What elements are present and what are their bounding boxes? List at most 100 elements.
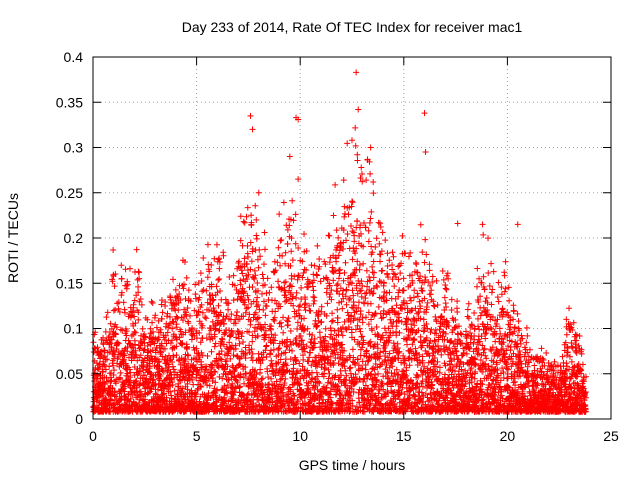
data-point (287, 282, 294, 289)
data-point (120, 299, 127, 306)
data-point (145, 389, 152, 396)
data-point (240, 218, 247, 225)
data-point (300, 327, 307, 334)
data-point (431, 337, 438, 344)
data-point (370, 190, 377, 197)
data-point (225, 306, 232, 313)
data-point (384, 250, 391, 257)
data-point (197, 339, 204, 346)
data-point (196, 294, 203, 301)
data-point (276, 211, 283, 218)
data-point (283, 368, 290, 375)
data-point (282, 278, 289, 285)
data-point (200, 287, 207, 294)
data-point (293, 335, 300, 342)
data-point (433, 277, 440, 284)
data-point (391, 283, 398, 290)
data-point (211, 368, 218, 375)
data-point (311, 297, 318, 304)
data-point (273, 378, 280, 385)
data-point (118, 275, 125, 282)
data-point (238, 353, 245, 360)
data-point (136, 368, 143, 375)
data-point (278, 236, 285, 243)
data-point (104, 356, 111, 363)
data-point (169, 318, 176, 325)
data-point (185, 352, 192, 359)
data-point (335, 267, 342, 274)
data-point (414, 290, 421, 297)
data-point (305, 284, 312, 291)
data-point (257, 366, 264, 373)
data-point (429, 273, 436, 280)
data-point (288, 396, 295, 403)
data-point (292, 240, 299, 247)
data-point (231, 389, 238, 396)
data-point (192, 281, 199, 288)
data-point (121, 309, 128, 316)
data-point (259, 375, 266, 382)
data-point (110, 307, 117, 314)
scatter-series (90, 69, 590, 415)
data-point (282, 249, 289, 256)
data-point (245, 253, 252, 260)
data-point (182, 329, 189, 336)
data-point (263, 353, 270, 360)
data-point (296, 381, 303, 388)
data-point (255, 301, 262, 308)
data-point (244, 267, 251, 274)
data-point (324, 300, 331, 307)
data-point (233, 312, 240, 319)
data-point (233, 334, 240, 341)
data-point (248, 258, 255, 265)
data-point (375, 303, 382, 310)
data-point (127, 369, 134, 376)
data-point (173, 321, 180, 328)
data-point (173, 352, 180, 359)
data-point (198, 366, 205, 373)
data-point (326, 370, 333, 377)
data-point (101, 353, 108, 360)
data-point (168, 359, 175, 366)
data-point (185, 320, 192, 327)
data-point (431, 303, 438, 310)
data-point (172, 286, 179, 293)
data-point (316, 380, 323, 387)
data-point (474, 265, 481, 272)
data-point (358, 293, 365, 300)
data-point (430, 302, 437, 309)
data-point (400, 275, 407, 282)
data-point (286, 347, 293, 354)
data-point (169, 363, 176, 370)
data-point (254, 294, 261, 301)
data-point (102, 356, 109, 363)
data-point (208, 348, 215, 355)
data-point (280, 329, 287, 336)
data-point (318, 318, 325, 325)
data-point (207, 327, 214, 334)
data-point (245, 390, 252, 397)
data-point (352, 124, 359, 131)
data-point (193, 391, 200, 398)
data-point (239, 270, 246, 277)
data-point (191, 396, 198, 403)
data-point (287, 356, 294, 363)
data-point (295, 342, 302, 349)
data-point (301, 348, 308, 355)
data-point (167, 340, 174, 347)
data-point (217, 287, 224, 294)
data-point (112, 271, 119, 278)
data-point (339, 332, 346, 339)
data-point (287, 386, 294, 393)
data-point (192, 295, 199, 302)
data-point (215, 396, 222, 403)
data-point (207, 394, 214, 401)
data-point (309, 283, 316, 290)
data-point (193, 374, 200, 381)
data-point (248, 219, 255, 226)
data-point (179, 340, 186, 347)
data-point (268, 323, 275, 330)
data-point (176, 376, 183, 383)
data-point (243, 305, 250, 312)
data-point (112, 306, 119, 313)
